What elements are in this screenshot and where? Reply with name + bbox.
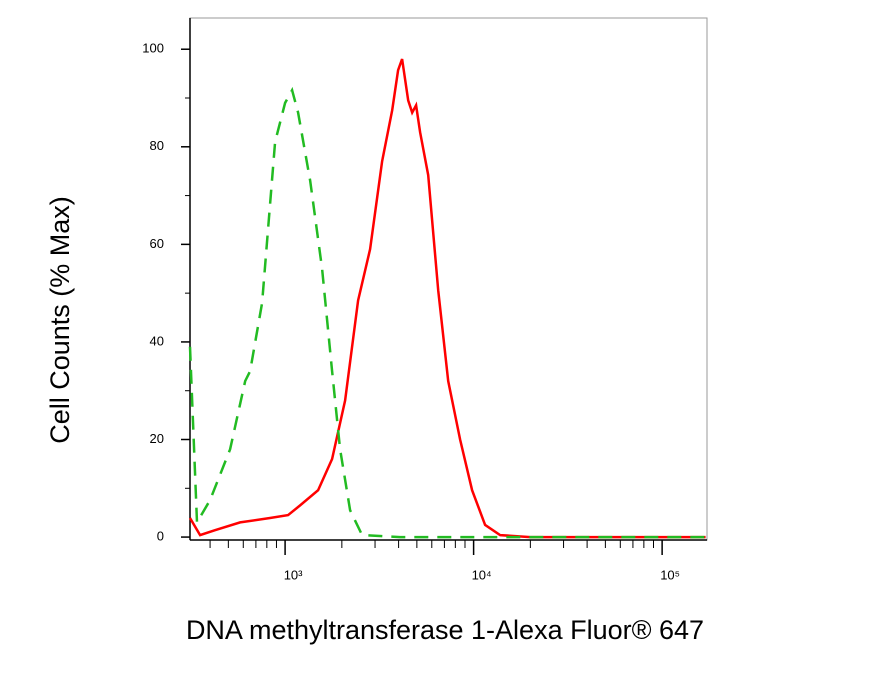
- x-tick-label: 10³: [284, 567, 303, 582]
- plot-frame: [189, 17, 708, 541]
- y-tick-label: 80: [150, 138, 164, 153]
- y-tick-label: 0: [157, 529, 164, 544]
- x-tick-label: 10⁴: [472, 567, 492, 582]
- y-tick-label: 40: [150, 333, 164, 348]
- histogram-line: [188, 58, 706, 539]
- x-axis-label: DNA methyltransferase 1-Alexa Fluor® 647: [186, 615, 704, 645]
- y-tick-label: 20: [150, 431, 164, 446]
- x-tick-label: 10⁵: [660, 567, 680, 582]
- y-axis-label: Cell Counts (% Max): [45, 196, 75, 444]
- y-tick-label: 60: [150, 236, 164, 251]
- histogram-line: [188, 86, 706, 539]
- y-tick-label: 100: [142, 41, 164, 56]
